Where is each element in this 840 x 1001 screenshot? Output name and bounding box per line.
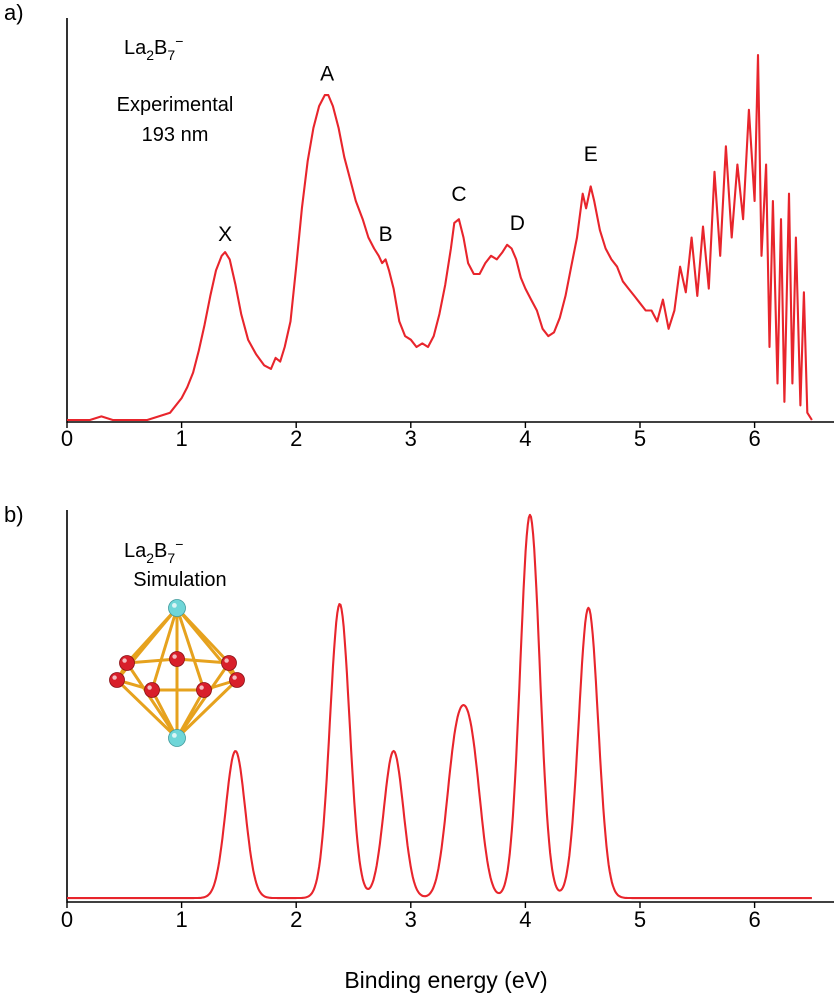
panel-b: b) 0 1 2 3 4 5 6 La2B7− Simulation <box>4 502 834 932</box>
x-tick-label: 0 <box>61 426 73 451</box>
x-tick-label: 6 <box>748 907 760 932</box>
x-tick-label: 2 <box>290 907 302 932</box>
x-tick-label: 5 <box>634 907 646 932</box>
peak-label-x: X <box>218 223 232 246</box>
panel-a-x-ticks: 0 1 2 3 4 5 6 <box>61 422 761 451</box>
x-tick-label: 2 <box>290 426 302 451</box>
x-tick-label: 4 <box>519 907 531 932</box>
x-tick-label: 3 <box>405 907 417 932</box>
x-tick-label: 4 <box>519 426 531 451</box>
x-tick-label: 3 <box>405 426 417 451</box>
x-tick-label: 1 <box>175 426 187 451</box>
x-axis-title: Binding energy (eV) <box>344 967 547 993</box>
panel-a: a) 0 1 2 3 4 5 6 X A B C D E La2B7− Experimental 19… <box>4 0 834 451</box>
experimental-spectrum-line <box>67 53 813 422</box>
peak-label-c: C <box>451 183 466 206</box>
x-tick-label: 5 <box>634 426 646 451</box>
x-tick-label: 1 <box>175 907 187 932</box>
peak-label-a: A <box>320 63 334 86</box>
panel-a-label: a) <box>4 0 24 25</box>
x-tick-label: 0 <box>61 907 73 932</box>
peak-label-b: B <box>379 223 393 246</box>
panel-b-x-ticks: 0 1 2 3 4 5 6 <box>61 902 761 932</box>
panel-a-peak-labels: X A B C D E <box>218 63 598 247</box>
panel-a-annotation-experimental: Experimental <box>117 94 234 116</box>
panel-a-axes <box>66 18 834 423</box>
panel-a-annotation-wavelength: 193 nm <box>142 124 209 146</box>
panel-a-species-formula: La2B7− <box>124 33 183 63</box>
la2b7-cluster-structure-icon <box>109 599 245 747</box>
panel-b-annotation-simulation: Simulation <box>133 569 226 591</box>
panel-b-species-formula: La2B7− <box>124 536 183 566</box>
peak-label-d: D <box>510 212 525 235</box>
x-tick-label: 6 <box>748 426 760 451</box>
simulated-spectrum-line <box>67 513 812 900</box>
panel-b-label: b) <box>4 502 24 527</box>
peak-label-e: E <box>584 143 598 166</box>
